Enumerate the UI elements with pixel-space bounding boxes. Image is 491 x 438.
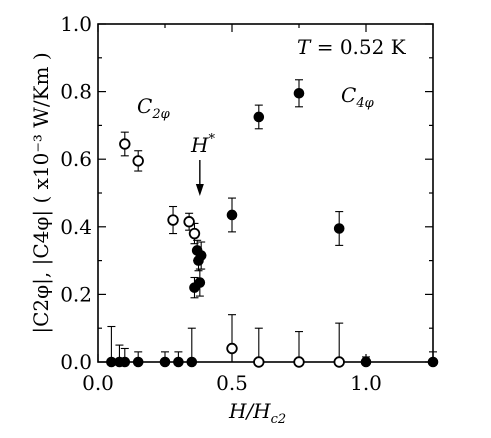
- y-tick-label: 0.6: [60, 147, 92, 171]
- x-tick-label: 0.5: [216, 371, 248, 395]
- ticks: [97, 23, 434, 363]
- x-axis-label: H/Hc2: [228, 399, 286, 427]
- c4phi-point: [195, 250, 207, 261]
- c2phi-point: [188, 227, 201, 240]
- c2phi-point: [253, 356, 265, 368]
- y-axis-label: |C2φ|, |C4φ| ( x10⁻³ W/Km ): [29, 52, 54, 333]
- c4phi-point: [119, 356, 131, 368]
- c2phi-point: [119, 138, 131, 150]
- c4phi-point: [293, 87, 305, 99]
- c4phi-point: [186, 356, 198, 368]
- c4phi-point: [427, 356, 439, 368]
- plot-frame: [97, 23, 434, 363]
- c4phi-point: [173, 356, 184, 368]
- data-markers: [106, 87, 439, 368]
- c4phi-point: [159, 356, 171, 368]
- c2phi-point: [333, 356, 345, 368]
- c4phi-point: [226, 209, 238, 221]
- series-label-c4phi: C4φ: [341, 83, 375, 111]
- c4phi-point: [253, 111, 265, 123]
- x-tick-label: 1.0: [350, 371, 382, 395]
- y-tick-label: 0.8: [60, 80, 92, 104]
- c2phi-point: [226, 342, 238, 355]
- c4phi-point: [132, 356, 144, 368]
- c2phi-point: [183, 216, 195, 228]
- c4phi-point: [360, 356, 372, 368]
- tick-labels: 0.0 0.2 0.4 0.6 0.8 1.0 0.0 0.5 1.0: [60, 12, 382, 395]
- y-tick-label: 0.2: [60, 282, 92, 306]
- x-tick-label: 0.0: [82, 371, 114, 395]
- c2phi-point: [167, 214, 179, 226]
- c2phi-point: [132, 155, 144, 167]
- y-tick-label: 0.4: [60, 215, 92, 239]
- y-tick-label: 1.0: [60, 12, 92, 36]
- c4phi-point: [194, 277, 206, 288]
- c2phi-point: [293, 356, 305, 368]
- series-label-c2phi: C2φ: [137, 94, 171, 122]
- h-star-arrow-head: [195, 184, 204, 196]
- y-tick-label: 0.0: [60, 350, 92, 374]
- c4phi-point: [333, 223, 345, 234]
- error-bars: [107, 79, 437, 362]
- h-star-label: H*: [190, 132, 215, 157]
- temperature-label: T = 0.52 K: [297, 35, 407, 59]
